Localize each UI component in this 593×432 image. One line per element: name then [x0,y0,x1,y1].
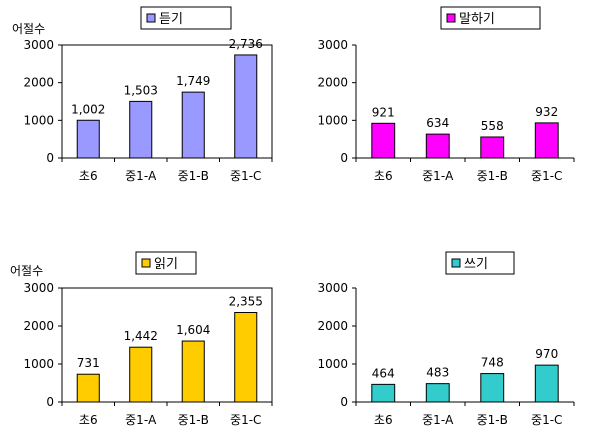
y-tick-label: 3000 [317,281,348,295]
legend-label: 듣기 [159,12,183,27]
bar [129,100,153,159]
bar [534,364,559,403]
bar [234,54,258,159]
y-tick-label: 2000 [317,319,348,333]
y-tick-label: 1000 [317,113,348,127]
y-tick-label: 2000 [23,319,54,333]
x-tick-label: 중1-A [125,169,157,183]
value-label: 921 [372,105,395,119]
bar [234,312,258,403]
y-tick-label: 1000 [23,113,54,127]
legend-label: 말하기 [459,12,495,27]
value-label: 1,442 [124,329,158,343]
x-tick-label: 중1-C [230,413,261,427]
legend-box [140,6,232,30]
legend-swatch [146,13,156,23]
value-label: 932 [535,105,558,119]
value-label: 483 [426,366,449,380]
x-tick-label: 초6 [79,169,98,183]
y-tick-label: 1000 [23,357,54,371]
value-label: 1,503 [124,83,158,97]
value-label: 558 [481,119,504,133]
y-axis-title: 어절수 [12,22,45,36]
chart-panel-1: 0 1000 2000 3000 어절수 1,002 초6 1,503 중1-A 1,749 중1-… [12,6,273,183]
x-tick-label: 중1-B [178,169,209,183]
legend-box [445,251,515,275]
x-tick-label: 중1-B [477,169,508,183]
bar [181,91,205,159]
y-axis-title: 어절수 [10,264,43,278]
value-label: 970 [535,347,558,361]
bar [181,340,205,403]
y-tick-label: 2000 [317,76,348,90]
y-tick-label: 0 [340,151,348,165]
y-tick-label: 0 [46,395,54,409]
value-label: 1,002 [71,102,105,116]
bar [534,122,559,159]
x-tick-label: 중1-B [477,413,508,427]
value-label: 748 [481,356,504,370]
legend: 쓰기 [445,251,515,275]
bar [129,346,153,403]
y-tick-label: 2000 [23,76,54,90]
x-tick-label: 중1-A [422,413,454,427]
y-tick-label: 0 [340,395,348,409]
x-tick-label: 중1-C [531,169,562,183]
value-label: 731 [77,356,100,370]
legend-box [135,251,197,275]
y-tick-label: 0 [46,151,54,165]
x-tick-label: 중1-A [125,413,157,427]
legend: 말하기 [440,6,541,30]
bar [480,373,505,403]
chart-panel-4: 0 1000 2000 3000 464 초6 483 중1-A 748 중1-B 970 중1-C 쓰… [317,251,575,427]
chart-panel-3: 0 1000 2000 3000 어절수 731 초6 1,442 중1-A 1,604 중1-B 2… [10,251,273,427]
legend-swatch [446,13,456,23]
y-tick-label: 3000 [317,38,348,52]
value-label: 2,355 [229,295,263,309]
value-label: 464 [372,366,395,380]
legend-swatch [141,258,151,268]
x-tick-label: 초6 [374,413,393,427]
legend: 읽기 [135,251,197,275]
x-tick-label: 초6 [79,413,98,427]
legend-label: 쓰기 [464,257,488,272]
bar [76,373,100,403]
legend-label: 읽기 [154,257,178,272]
bar [371,383,396,403]
x-tick-label: 중1-A [422,169,454,183]
value-label: 2,736 [229,37,263,51]
bar [371,122,396,159]
legend: 듣기 [140,6,232,30]
bar [76,119,100,159]
x-tick-label: 중1-C [531,413,562,427]
value-label: 1,749 [176,74,210,88]
bar [425,383,450,403]
legend-box [440,6,541,30]
x-tick-label: 중1-B [178,413,209,427]
value-label: 1,604 [176,323,210,337]
value-label: 634 [426,116,449,130]
y-tick-label: 1000 [317,357,348,371]
bar [480,136,505,159]
y-tick-label: 3000 [23,38,54,52]
bar [425,133,450,159]
legend-swatch [451,258,461,268]
x-tick-label: 중1-C [230,169,261,183]
chart-panel-2: 0 1000 2000 3000 921 초6 634 중1-A 558 중1-B 932 중1-C 말… [317,6,575,183]
y-tick-label: 3000 [23,281,54,295]
x-tick-label: 초6 [374,169,393,183]
